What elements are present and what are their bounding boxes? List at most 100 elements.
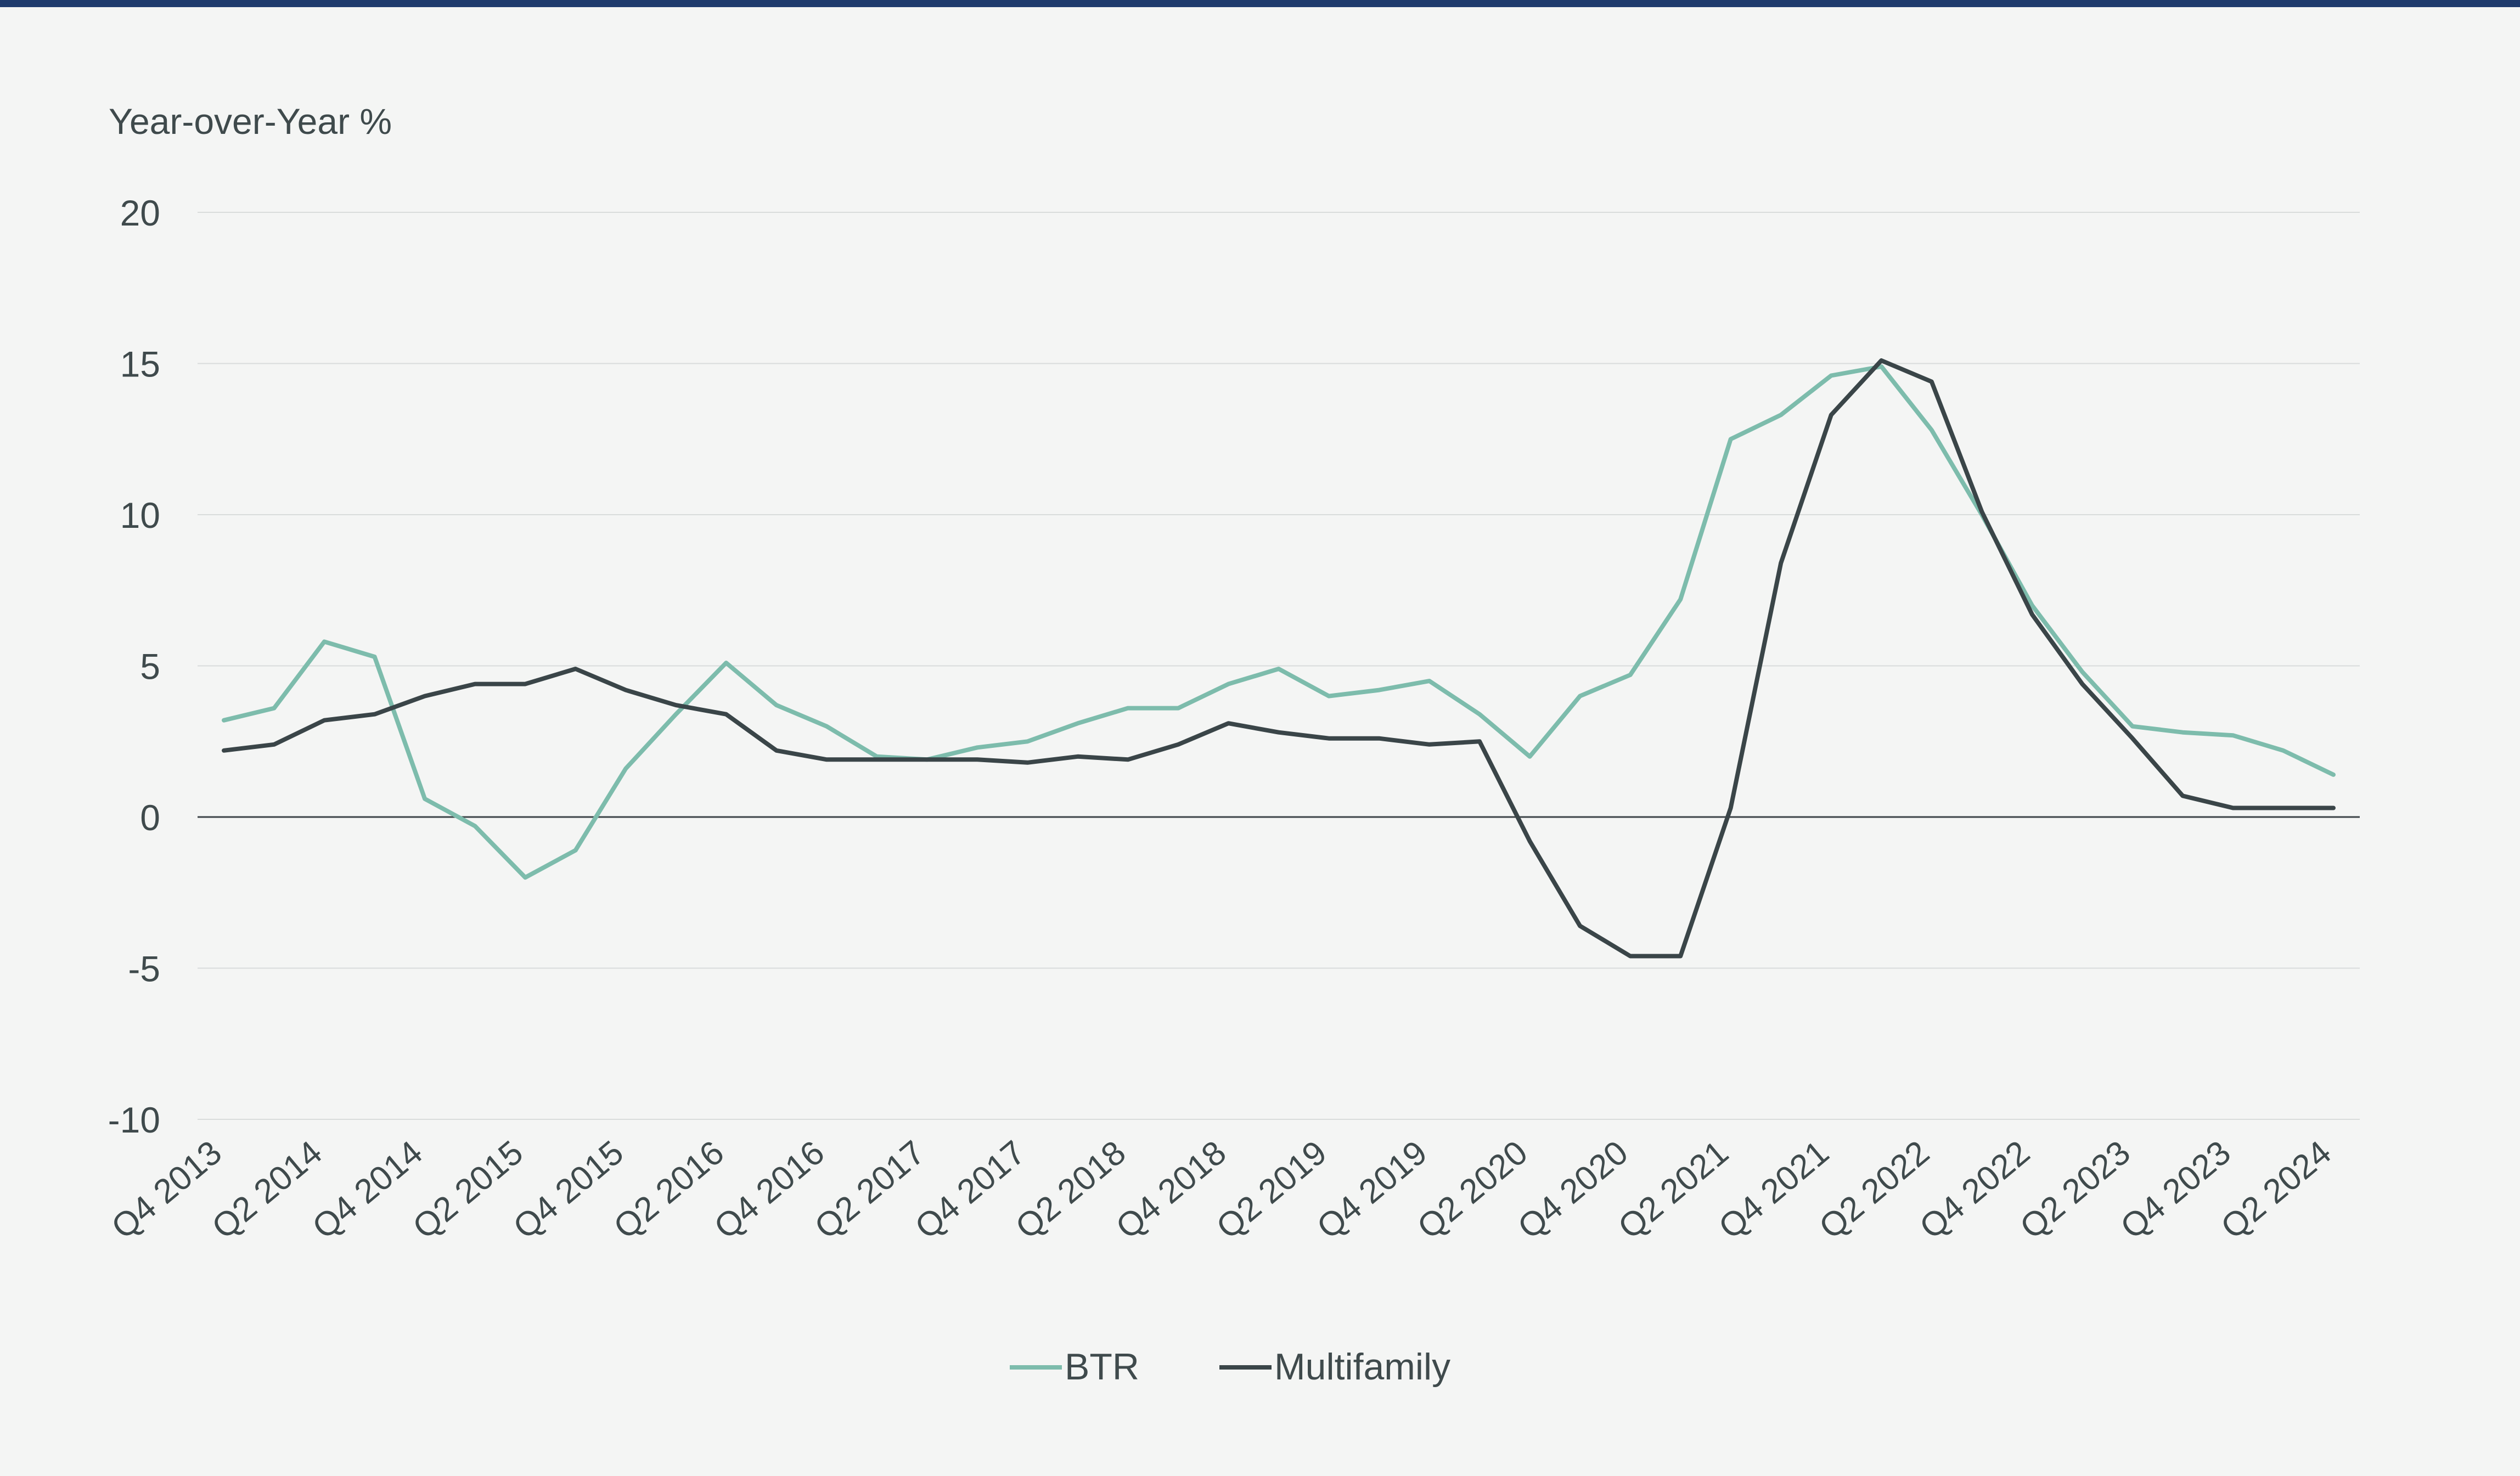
data-point-btr: [2130, 724, 2135, 729]
data-point-multifamily: [1930, 380, 1934, 384]
x-tick-label: Q4 2023: [2113, 1134, 2238, 1247]
data-point-btr: [2331, 773, 2336, 777]
data-point-multifamily: [1427, 742, 1432, 747]
data-point-multifamily: [373, 712, 377, 717]
data-point-btr: [1678, 597, 1683, 601]
data-point-btr: [1126, 706, 1130, 711]
x-tick-label: Q2 2023: [2013, 1134, 2138, 1247]
data-point-multifamily: [523, 682, 527, 686]
data-point-btr: [1528, 754, 1532, 759]
data-point-btr: [674, 712, 678, 717]
data-point-multifamily: [1528, 839, 1532, 843]
data-point-btr: [724, 661, 728, 665]
x-tick-label: Q4 2020: [1511, 1134, 1635, 1247]
data-point-multifamily: [2130, 736, 2135, 741]
x-tick-label: Q4 2021: [1712, 1134, 1836, 1247]
data-point-btr: [623, 767, 628, 771]
x-tick-label: Q2 2015: [406, 1134, 531, 1247]
data-point-btr: [373, 655, 377, 659]
y-tick-label: 0: [140, 797, 160, 838]
y-tick-label: 15: [120, 344, 160, 385]
x-tick-label: Q4 2018: [1109, 1134, 1234, 1247]
data-point-multifamily: [1377, 736, 1381, 741]
data-point-multifamily: [1076, 754, 1080, 759]
data-point-multifamily: [1628, 954, 1633, 958]
series-line-multifamily: [222, 358, 2336, 959]
data-point-btr: [1276, 667, 1281, 671]
data-point-multifamily: [875, 757, 879, 762]
data-point-multifamily: [1578, 923, 1582, 928]
data-point-multifamily: [272, 742, 277, 747]
data-point-btr: [1829, 374, 1833, 378]
data-point-multifamily: [1729, 805, 1733, 810]
data-point-btr: [1025, 739, 1030, 743]
data-point-multifamily: [1327, 736, 1331, 741]
x-tick-label: Q2 2018: [1009, 1134, 1133, 1247]
gridlines: [198, 212, 2360, 1120]
data-point-btr: [975, 745, 980, 750]
y-tick-label: 10: [120, 495, 160, 536]
y-tick-label: -5: [128, 949, 160, 989]
data-point-btr: [423, 797, 427, 801]
x-tick-label: Q2 2021: [1611, 1134, 1736, 1247]
data-point-btr: [573, 848, 578, 853]
data-point-btr: [222, 718, 226, 723]
data-point-multifamily: [2281, 805, 2285, 810]
legend-label-btr: BTR: [1065, 1346, 1139, 1388]
data-point-multifamily: [1126, 757, 1130, 762]
data-point-btr: [272, 706, 277, 711]
legend: BTR Multifamily: [1010, 1346, 1450, 1388]
data-point-multifamily: [1779, 561, 1783, 565]
data-point-btr: [1779, 413, 1783, 417]
data-point-btr: [824, 724, 829, 729]
data-point-btr: [2231, 733, 2235, 737]
data-point-btr: [523, 875, 527, 880]
data-point-btr: [1176, 706, 1180, 711]
data-point-btr: [2180, 730, 2185, 735]
x-tick-label: Q4 2019: [1310, 1134, 1435, 1247]
x-tick-label: Q2 2022: [1812, 1134, 1937, 1247]
data-point-multifamily: [322, 718, 327, 723]
data-point-multifamily: [1678, 954, 1683, 958]
top-border: [0, 0, 2520, 7]
data-point-btr: [1226, 682, 1230, 686]
data-point-multifamily: [2180, 793, 2185, 798]
data-point-multifamily: [975, 757, 980, 762]
x-tick-label: Q2 2019: [1210, 1134, 1334, 1247]
x-tick-label: Q4 2014: [306, 1134, 430, 1247]
data-point-multifamily: [1979, 509, 1984, 514]
x-tick-label: Q4 2016: [707, 1134, 832, 1247]
series-line-btr: [222, 364, 2336, 880]
x-tick-label: Q2 2017: [808, 1134, 932, 1247]
data-point-btr: [1578, 694, 1582, 698]
data-point-btr: [2080, 670, 2084, 674]
x-tick-label: Q2 2020: [1410, 1134, 1535, 1247]
y-axis-label: Year-over-Year %: [109, 101, 392, 142]
y-tick-label: 5: [140, 646, 160, 687]
data-point-btr: [1628, 673, 1633, 677]
data-point-btr: [1427, 679, 1432, 683]
data-point-multifamily: [774, 748, 779, 753]
data-point-btr: [1377, 688, 1381, 692]
data-point-btr: [1327, 694, 1331, 698]
data-point-multifamily: [573, 667, 578, 671]
data-point-multifamily: [623, 688, 628, 692]
x-tick-label: Q4 2022: [1913, 1134, 2037, 1247]
data-point-multifamily: [2231, 805, 2235, 810]
legend-label-multifamily: Multifamily: [1274, 1346, 1450, 1388]
data-point-multifamily: [2030, 612, 2034, 617]
data-point-multifamily: [473, 682, 477, 686]
data-point-multifamily: [1176, 742, 1180, 747]
data-point-btr: [1076, 721, 1080, 725]
data-point-btr: [322, 639, 327, 644]
data-point-multifamily: [724, 712, 728, 717]
data-point-multifamily: [1276, 730, 1281, 735]
data-point-multifamily: [2331, 805, 2336, 810]
data-point-btr: [473, 824, 477, 829]
data-point-btr: [1930, 428, 1934, 432]
series-lines: [222, 358, 2336, 959]
data-point-multifamily: [1879, 358, 1883, 363]
